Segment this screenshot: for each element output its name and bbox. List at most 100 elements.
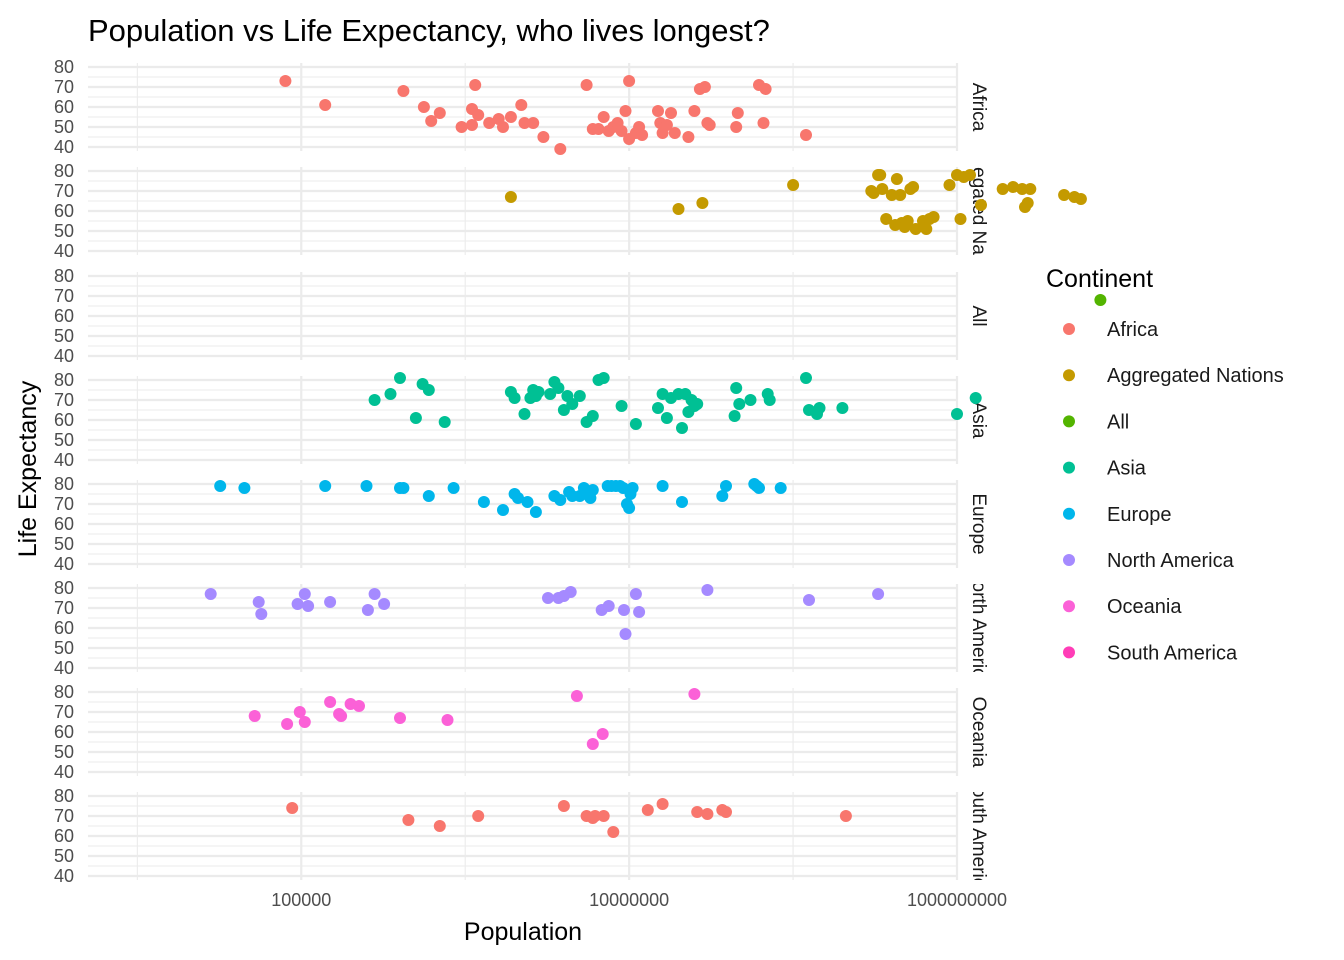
y-tick-label: 70 xyxy=(54,181,74,201)
data-point xyxy=(688,688,701,700)
data-point xyxy=(728,410,741,422)
data-point xyxy=(353,700,365,712)
data-point xyxy=(668,127,681,139)
y-tick-label: 70 xyxy=(54,77,74,97)
data-point xyxy=(455,121,468,133)
legend: Continent Africa Aggregated Nations All Asi… xyxy=(1046,265,1284,664)
data-point xyxy=(298,716,311,728)
data-point xyxy=(515,99,528,111)
data-point xyxy=(676,496,688,508)
y-tick-label: 40 xyxy=(54,554,74,574)
data-point xyxy=(890,173,903,185)
data-point xyxy=(629,588,642,600)
data-point xyxy=(656,480,669,492)
data-point xyxy=(483,117,496,129)
data-point xyxy=(360,480,373,492)
y-tick-label: 80 xyxy=(54,161,74,181)
data-point xyxy=(597,372,610,384)
data-point xyxy=(596,728,609,740)
data-point xyxy=(800,372,812,384)
data-point xyxy=(636,129,649,141)
legend-item: South America xyxy=(1063,642,1238,664)
facet-strip-label: North America xyxy=(968,568,989,689)
data-point xyxy=(238,482,251,494)
data-point xyxy=(733,398,746,410)
data-point xyxy=(602,600,615,612)
legend-label: Oceania xyxy=(1107,596,1182,618)
data-point xyxy=(378,598,391,610)
data-point xyxy=(477,496,490,508)
data-point xyxy=(397,85,410,97)
data-point xyxy=(214,480,227,492)
data-point xyxy=(441,714,454,726)
legend-label: Asia xyxy=(1107,458,1147,480)
data-point xyxy=(564,586,577,598)
y-axis-title: Life Expectancy xyxy=(14,380,42,557)
y-tick-label: 60 xyxy=(54,826,74,846)
data-point xyxy=(813,402,826,414)
legend-key xyxy=(1063,415,1075,428)
data-point xyxy=(909,223,922,235)
data-point xyxy=(532,386,545,398)
facet-strip-label: All xyxy=(968,305,989,326)
legend-item: Asia xyxy=(1063,458,1147,480)
y-tick-label: 50 xyxy=(54,221,74,241)
y-tick-label: 40 xyxy=(54,762,74,782)
y-tick-label: 60 xyxy=(54,201,74,221)
data-point xyxy=(836,402,849,414)
y-tick-label: 50 xyxy=(54,742,74,762)
data-point xyxy=(497,504,509,516)
data-point xyxy=(537,131,550,143)
data-point xyxy=(676,422,688,434)
y-tick-label: 60 xyxy=(54,618,74,638)
data-point xyxy=(951,408,963,420)
data-point xyxy=(800,129,812,141)
data-point xyxy=(907,181,920,193)
data-point xyxy=(592,123,605,135)
data-point xyxy=(298,588,311,600)
data-point xyxy=(554,143,567,155)
data-point xyxy=(204,588,217,600)
data-point xyxy=(529,506,542,518)
y-tick-label: 50 xyxy=(54,326,74,346)
y-tick-label: 60 xyxy=(54,722,74,742)
data-point xyxy=(361,604,374,616)
legend-label: South America xyxy=(1107,642,1238,664)
data-point xyxy=(248,710,261,722)
data-point xyxy=(472,810,485,822)
data-point xyxy=(901,215,914,227)
data-point xyxy=(279,75,292,87)
legend-key xyxy=(1063,554,1075,566)
x-tick-label: 1000000000 xyxy=(907,890,1007,910)
data-point xyxy=(701,584,714,596)
y-tick-label: 40 xyxy=(54,346,74,366)
data-point xyxy=(629,418,642,430)
data-point xyxy=(954,213,967,225)
data-point xyxy=(615,125,628,137)
data-point xyxy=(876,183,889,195)
y-tick-label: 80 xyxy=(54,57,74,77)
data-point xyxy=(943,179,956,191)
legend-label: North America xyxy=(1107,550,1235,572)
data-point xyxy=(660,412,673,424)
data-point xyxy=(504,191,517,203)
y-tick-label: 70 xyxy=(54,702,74,722)
data-point xyxy=(447,482,460,494)
data-point xyxy=(626,482,639,494)
y-tick-label: 70 xyxy=(54,390,74,410)
data-point xyxy=(394,372,406,384)
data-point xyxy=(691,806,704,818)
data-point xyxy=(619,105,632,117)
data-point xyxy=(573,390,586,402)
data-point xyxy=(720,480,732,492)
data-point xyxy=(730,121,743,133)
data-point xyxy=(597,810,610,822)
data-point xyxy=(839,810,852,822)
data-point xyxy=(518,408,531,420)
data-point xyxy=(394,712,406,724)
data-point xyxy=(607,826,620,838)
